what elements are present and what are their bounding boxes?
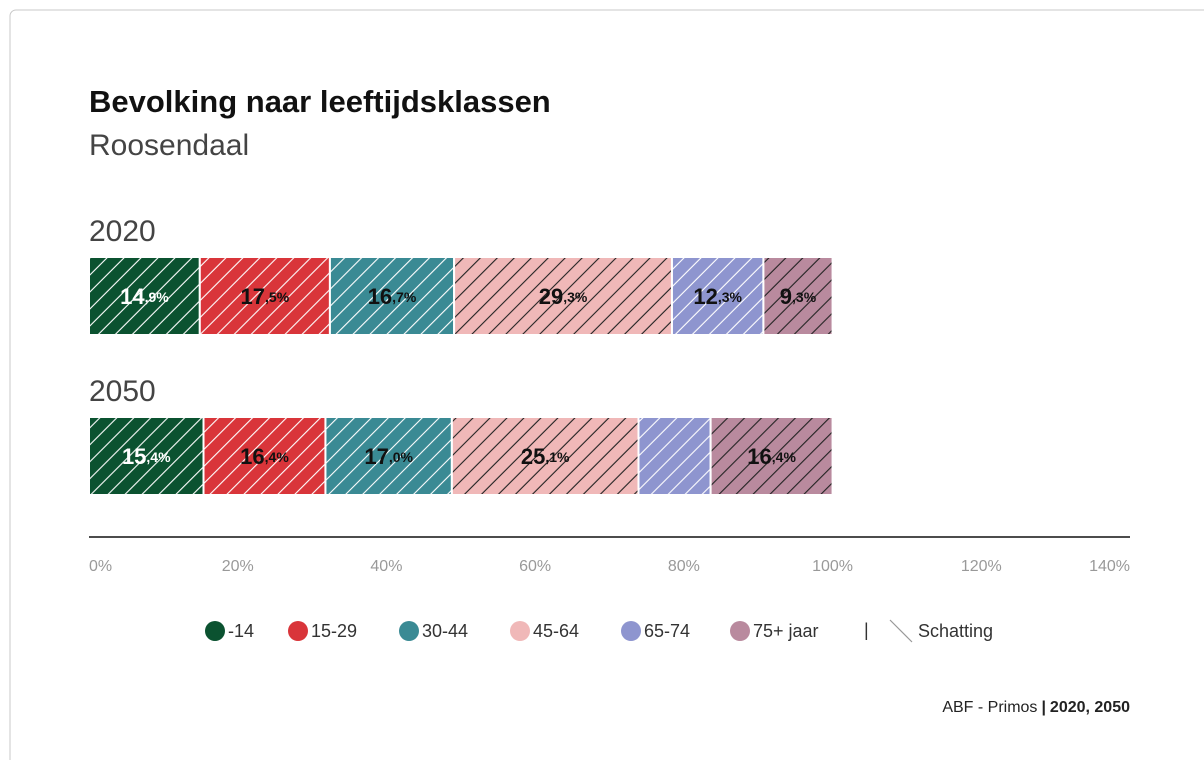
source-years: 2020, 2050 — [1050, 699, 1130, 716]
row-label: 2020 — [89, 215, 156, 248]
x-tick-label: 80% — [668, 558, 700, 575]
data-label: 17,0% — [364, 444, 413, 469]
x-tick-label: 20% — [222, 558, 254, 575]
legend-label: 30-44 — [422, 621, 468, 641]
chart-subtitle: Roosendaal — [89, 129, 249, 162]
legend-marker — [205, 621, 225, 641]
source-name: ABF - Primos — [942, 699, 1037, 716]
data-label: 9,3% — [780, 284, 817, 309]
row-label: 2050 — [89, 375, 156, 408]
legend-label: 45-64 — [533, 621, 579, 641]
data-label: 12,3% — [693, 284, 742, 309]
data-label: 14,9% — [120, 284, 169, 309]
legend-label: 15-29 — [311, 621, 357, 641]
legend-marker — [288, 621, 308, 641]
bar-segment — [328, 256, 456, 336]
data-label: 17,5% — [241, 284, 290, 309]
legend-separator: | — [864, 620, 869, 640]
legend-label: 75+ jaar — [753, 621, 819, 641]
bar-segment — [202, 416, 327, 496]
legend-hatch-icon — [889, 619, 913, 643]
x-tick-label: 60% — [519, 558, 551, 575]
card — [9, 9, 1204, 760]
source: ABF - Primos | 2020, 2050 — [942, 699, 1130, 716]
x-tick-label: 120% — [961, 558, 1002, 575]
data-label: 16,4% — [747, 444, 796, 469]
x-tick-label: 0% — [89, 558, 112, 575]
bar-segment — [637, 416, 712, 496]
legend-marker — [730, 621, 750, 641]
data-label: 16,7% — [368, 284, 417, 309]
data-label: 29,3% — [539, 284, 588, 309]
legend-marker — [510, 621, 530, 641]
chart-title: Bevolking naar leeftijdsklassen — [89, 84, 551, 119]
legend-label: -14 — [228, 621, 254, 641]
source-separator: | — [1041, 699, 1045, 716]
bar-segment — [324, 416, 453, 496]
bar-segment — [762, 256, 834, 336]
bar-segment — [670, 256, 765, 336]
bar-segment — [453, 256, 673, 336]
legend-marker — [399, 621, 419, 641]
legend-marker — [621, 621, 641, 641]
bar-segment — [88, 416, 205, 496]
x-tick-label: 140% — [1089, 558, 1130, 575]
x-tick-label: 100% — [812, 558, 853, 575]
legend-label: 65-74 — [644, 621, 690, 641]
data-label: 25,1% — [521, 444, 570, 469]
data-label: 16,4% — [240, 444, 289, 469]
data-label: 15,4% — [122, 444, 171, 469]
x-tick-label: 40% — [370, 558, 402, 575]
legend-label: Schatting — [918, 621, 993, 641]
bar-segment — [709, 416, 834, 496]
